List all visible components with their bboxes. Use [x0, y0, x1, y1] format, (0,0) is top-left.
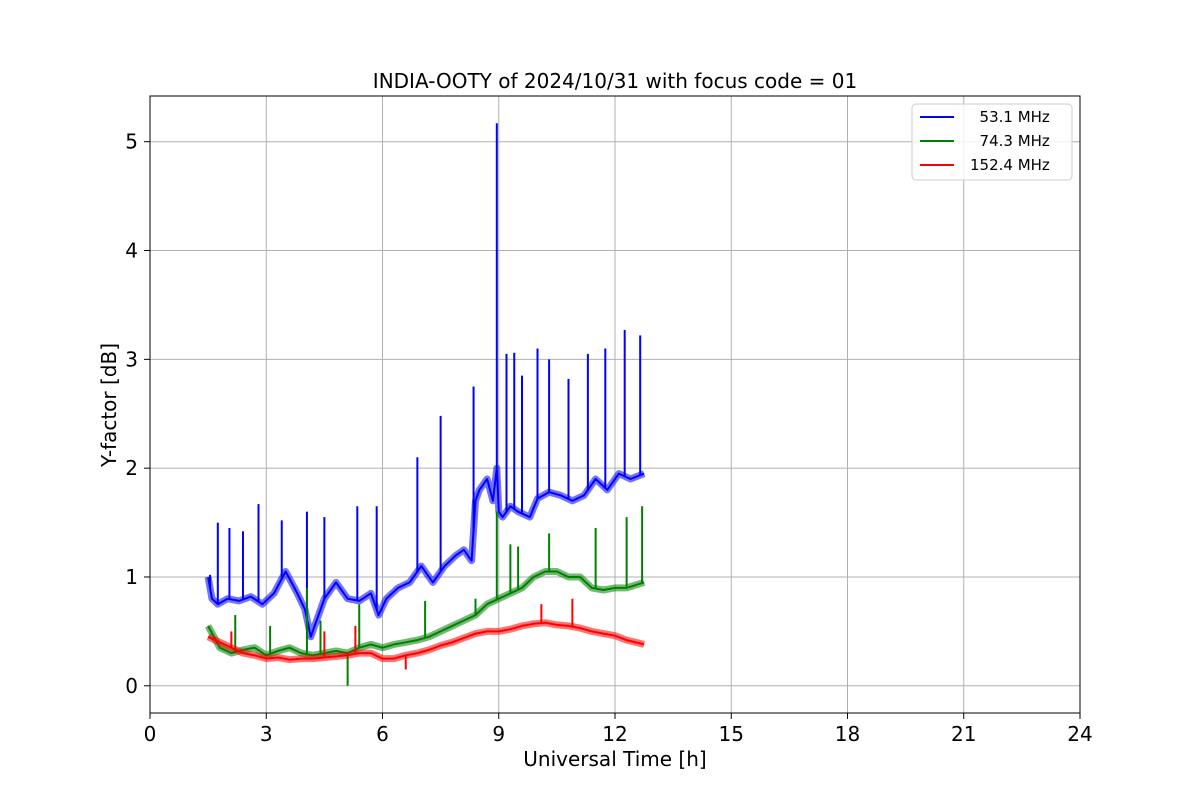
x-tick-label: 3: [260, 722, 273, 746]
chart-title: INDIA-OOTY of 2024/10/31 with focus code…: [373, 69, 857, 93]
y-tick-label: 1: [125, 565, 138, 589]
legend-label: 53.1 MHz: [970, 108, 1050, 126]
legend: 53.1 MHz 74.3 MHz 152.4 MHz: [911, 103, 1073, 181]
y-tick-label: 3: [125, 347, 138, 371]
series-group: [205, 506, 646, 686]
x-tick-label: 9: [492, 722, 505, 746]
x-tick-label: 18: [835, 722, 860, 746]
y-axis-title: Y-factor [dB]: [97, 343, 121, 468]
y-tick-label: 4: [125, 239, 138, 263]
x-axis-title: Universal Time [h]: [523, 747, 706, 771]
series-line: [207, 570, 645, 657]
legend-label: 74.3 MHz: [970, 132, 1050, 150]
x-tick-label: 6: [376, 722, 389, 746]
x-tick-label: 12: [602, 722, 627, 746]
x-tick-label: 24: [1067, 722, 1092, 746]
legend-label: 152.4 MHz: [970, 156, 1050, 174]
series-line: [207, 621, 645, 661]
x-tick-label: 15: [719, 722, 744, 746]
series-layer: [204, 123, 646, 686]
x-tick-label: 21: [951, 722, 976, 746]
y-tick-label: 5: [125, 130, 138, 154]
x-tick-label: 0: [144, 722, 157, 746]
series-line: [207, 467, 645, 638]
series-group: [204, 123, 646, 641]
y-tick-label: 2: [125, 456, 138, 480]
legend-box: [911, 103, 1073, 181]
series-group: [206, 598, 645, 670]
y-tick-label: 0: [125, 674, 138, 698]
